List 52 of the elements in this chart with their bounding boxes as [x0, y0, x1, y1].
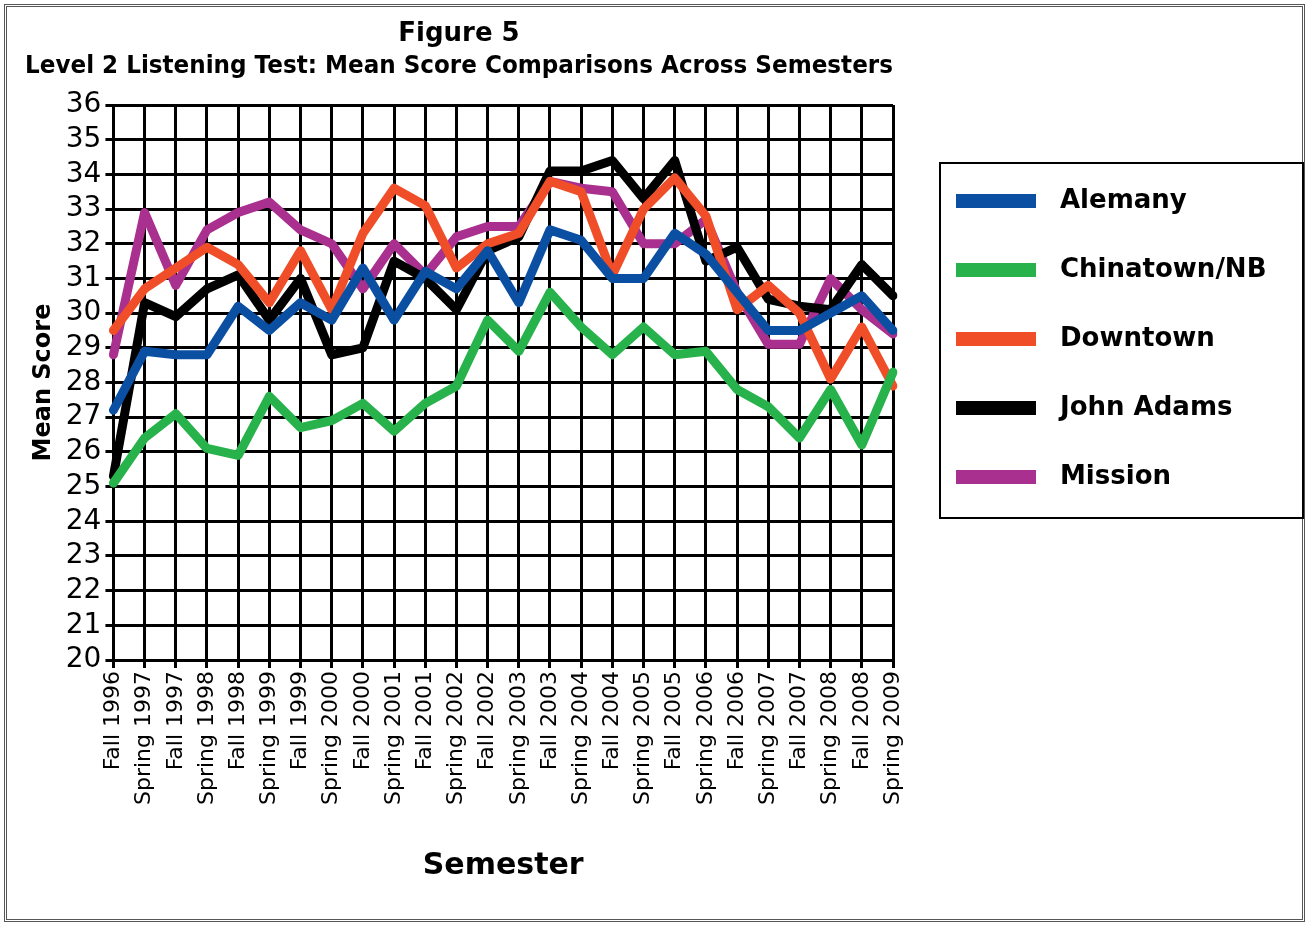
x-tick-label: Fall 1998 — [223, 671, 249, 771]
legend-label: Mission — [1060, 459, 1172, 490]
x-tick-label: Fall 2000 — [348, 671, 374, 771]
y-tick-label: 35 — [65, 120, 102, 154]
y-tick-label: 28 — [65, 363, 102, 397]
x-tick-label: Spring 2004 — [566, 671, 592, 806]
x-tick-label: Fall 1996 — [99, 671, 125, 771]
y-tick-label: 21 — [65, 606, 102, 640]
y-axis-title: Mean Score — [27, 303, 56, 462]
x-tick-label: Fall 1997 — [161, 671, 187, 771]
x-tick-label: Spring 2001 — [379, 671, 405, 806]
y-tick-label: 24 — [65, 502, 102, 536]
legend-label: Alemany — [1060, 183, 1187, 214]
x-tick-label: Fall 2003 — [535, 671, 561, 771]
x-tick-label: Fall 2002 — [473, 671, 499, 771]
x-tick-label: Fall 2008 — [847, 671, 873, 771]
chart-subtitle: Level 2 Listening Test: Mean Score Comparisons Across Semesters — [25, 50, 893, 79]
y-tick-label: 20 — [65, 641, 102, 675]
y-tick-label: 23 — [65, 537, 102, 571]
y-tick-label: 26 — [65, 433, 102, 467]
y-tick-label: 29 — [65, 329, 102, 363]
x-tick-label: Spring 2007 — [753, 671, 779, 806]
x-tick-label: Fall 2007 — [785, 671, 811, 771]
x-tick-label: Spring 2000 — [317, 671, 343, 806]
legend-label: Chinatown/NB — [1060, 252, 1267, 283]
x-tick-label: Fall 2005 — [660, 671, 686, 771]
x-tick-label: Spring 2003 — [504, 671, 530, 806]
x-tick-label: Spring 2008 — [816, 671, 842, 806]
x-tick-label: Spring 1998 — [192, 671, 218, 806]
y-tick-label: 22 — [65, 571, 102, 605]
y-tick-label: 31 — [65, 259, 102, 293]
x-tick-label: Fall 2001 — [410, 671, 436, 771]
x-tick-label: Spring 1999 — [255, 671, 281, 806]
chart-title: Figure 5 — [398, 17, 520, 48]
x-tick-label: Spring 2005 — [629, 671, 655, 806]
x-axis-title: Semester — [422, 845, 584, 881]
legend-label: John Adams — [1058, 390, 1233, 421]
y-tick-label: 33 — [65, 190, 102, 224]
legend-label: Downtown — [1060, 321, 1215, 352]
y-tick-label: 32 — [65, 225, 102, 259]
y-tick-label: 25 — [65, 467, 102, 501]
x-tick-label: Spring 2006 — [691, 671, 717, 806]
x-tick-label: Spring 1997 — [130, 671, 156, 806]
y-tick-label: 34 — [65, 155, 102, 189]
y-tick-label: 27 — [65, 398, 102, 432]
y-tick-label: 36 — [65, 86, 102, 120]
x-tick-label: Spring 2009 — [878, 671, 904, 806]
x-tick-label: Fall 1999 — [286, 671, 312, 771]
x-tick-label: Spring 2002 — [442, 671, 468, 806]
x-tick-label: Fall 2006 — [722, 671, 748, 771]
y-tick-label: 30 — [65, 294, 102, 328]
x-tick-label: Fall 2004 — [598, 671, 624, 771]
